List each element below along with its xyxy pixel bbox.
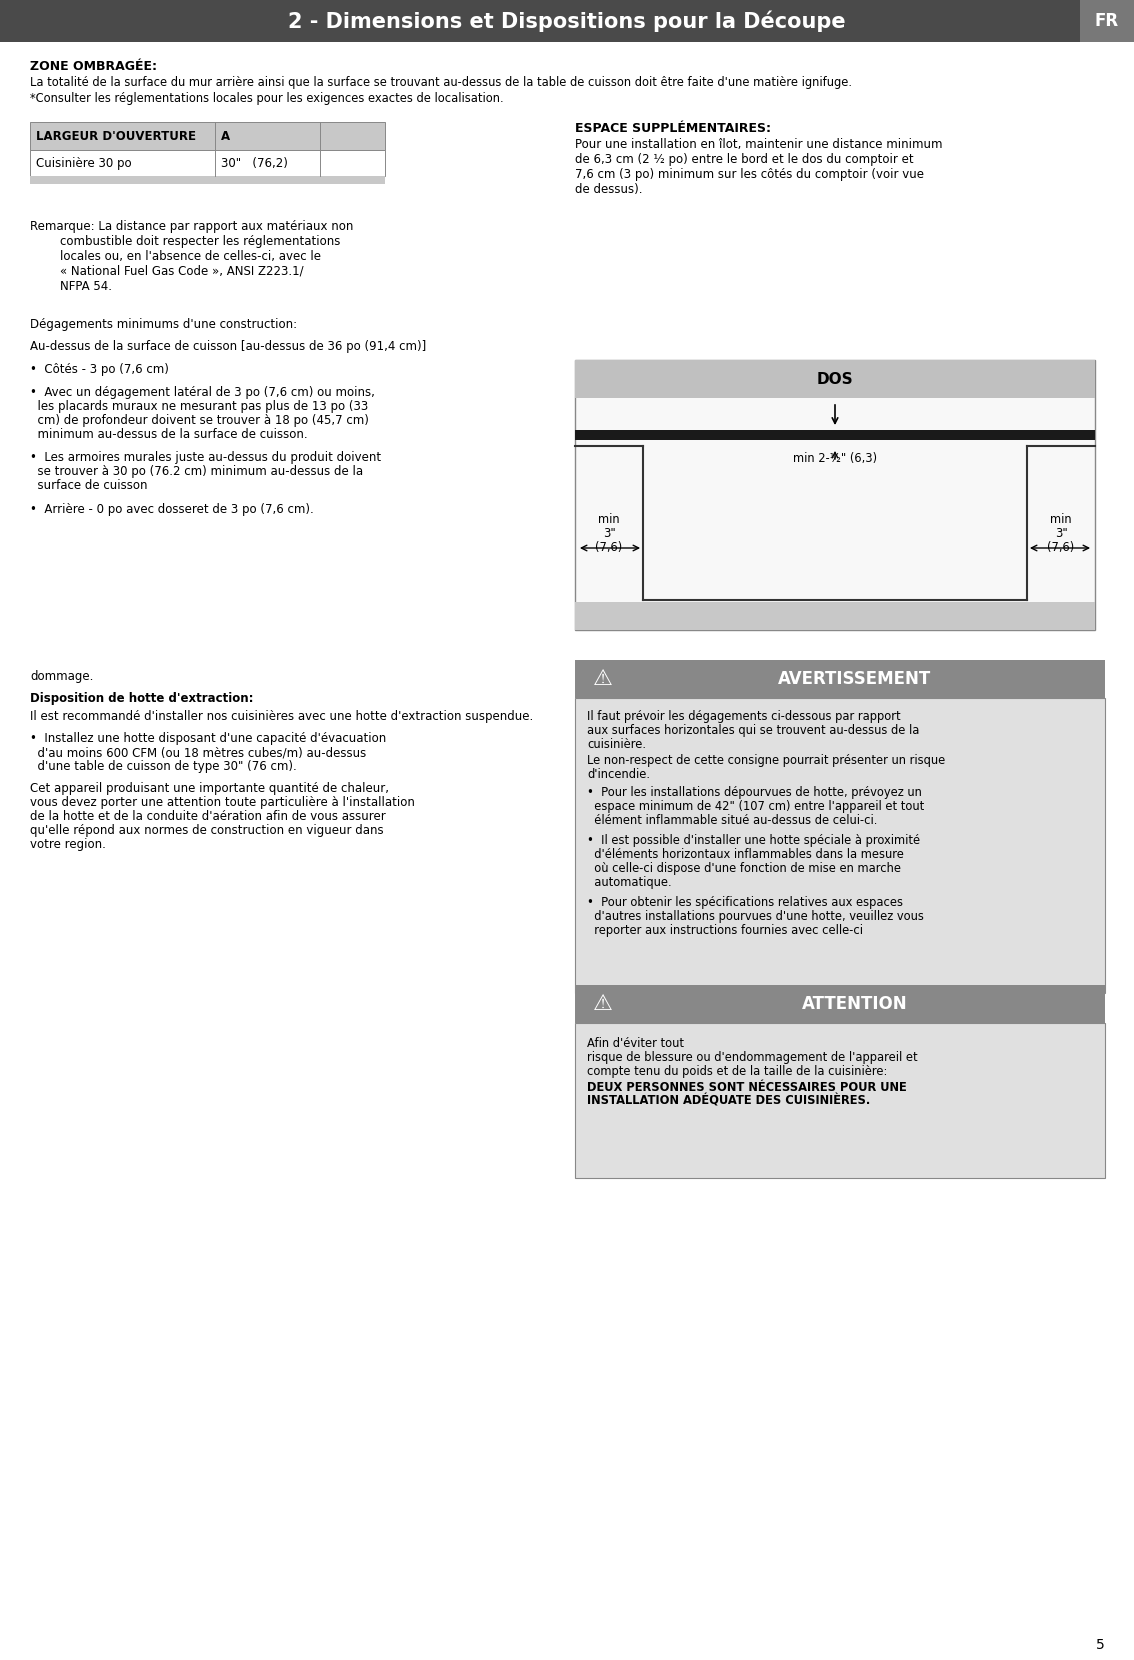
Text: se trouver à 30 po (76.2 cm) minimum au-dessus de la: se trouver à 30 po (76.2 cm) minimum au-…: [29, 465, 363, 478]
Text: FR: FR: [1095, 12, 1119, 30]
Text: min: min: [1050, 513, 1072, 526]
Text: votre region.: votre region.: [29, 838, 105, 852]
Text: Dégagements minimums d'une construction:: Dégagements minimums d'une construction:: [29, 319, 297, 330]
Text: Il faut prévoir les dégagements ci-dessous par rapport: Il faut prévoir les dégagements ci-desso…: [587, 710, 900, 724]
Text: d'autres installations pourvues d'une hotte, veuillez vous: d'autres installations pourvues d'une ho…: [587, 910, 924, 923]
Text: (7,6): (7,6): [1048, 541, 1075, 554]
Text: dommage.: dommage.: [29, 671, 93, 682]
Text: risque de blessure ou d'endommagement de l'appareil et: risque de blessure ou d'endommagement de…: [587, 1051, 917, 1064]
Text: ⚠: ⚠: [593, 669, 613, 689]
Text: compte tenu du poids et de la taille de la cuisinière:: compte tenu du poids et de la taille de …: [587, 1066, 888, 1077]
Text: DEUX PERSONNES SONT NÉCESSAIRES POUR UNE: DEUX PERSONNES SONT NÉCESSAIRES POUR UNE: [587, 1081, 907, 1094]
Text: A: A: [221, 129, 230, 143]
Text: cm) de profondeur doivent se trouver à 18 po (45,7 cm): cm) de profondeur doivent se trouver à 1…: [29, 413, 369, 427]
Text: ZONE OMBRAGÉE:: ZONE OMBRAGÉE:: [29, 60, 156, 73]
Text: surface de cuisson: surface de cuisson: [29, 480, 147, 491]
Text: « National Fuel Gas Code », ANSI Z223.1/: « National Fuel Gas Code », ANSI Z223.1/: [29, 266, 304, 277]
Text: •  Côtés - 3 po (7,6 cm): • Côtés - 3 po (7,6 cm): [29, 364, 169, 377]
Text: de la hotte et de la conduite d'aération afin de vous assurer: de la hotte et de la conduite d'aération…: [29, 810, 386, 823]
Text: 3": 3": [602, 526, 616, 540]
Text: d'éléments horizontaux inflammables dans la mesure: d'éléments horizontaux inflammables dans…: [587, 848, 904, 862]
Text: •  Installez une hotte disposant d'une capacité d'évacuation: • Installez une hotte disposant d'une ca…: [29, 732, 387, 745]
Text: min: min: [599, 513, 620, 526]
Text: Disposition de hotte d'extraction:: Disposition de hotte d'extraction:: [29, 692, 254, 705]
Text: automatique.: automatique.: [587, 876, 671, 890]
Text: élément inflammable situé au-dessus de celui-ci.: élément inflammable situé au-dessus de c…: [587, 813, 878, 827]
Text: Pour une installation en îlot, maintenir une distance minimum: Pour une installation en îlot, maintenir…: [575, 138, 942, 151]
Text: (7,6): (7,6): [595, 541, 623, 554]
Text: •  Pour obtenir les spécifications relatives aux espaces: • Pour obtenir les spécifications relati…: [587, 896, 903, 910]
Bar: [575, 360, 1095, 631]
Text: 3": 3": [1055, 526, 1067, 540]
Text: Au-dessus de la surface de cuisson [au-dessus de 36 po (91,4 cm)]: Au-dessus de la surface de cuisson [au-d…: [29, 340, 426, 354]
Text: min 2-½" (6,3): min 2-½" (6,3): [793, 452, 877, 465]
Text: les placards muraux ne mesurant pas plus de 13 po (33: les placards muraux ne mesurant pas plus…: [29, 400, 369, 413]
Text: aux surfaces horizontales qui se trouvent au-dessus de la: aux surfaces horizontales qui se trouven…: [587, 724, 920, 737]
Text: ESPACE SUPPLÉMENTAIRES:: ESPACE SUPPLÉMENTAIRES:: [575, 121, 771, 134]
Text: Remarque: La distance par rapport aux matériaux non: Remarque: La distance par rapport aux ma…: [29, 221, 354, 232]
Bar: [0, 0, 1134, 42]
Bar: [575, 603, 1095, 631]
Bar: [1080, 0, 1134, 42]
Bar: [575, 360, 1095, 398]
Text: INSTALLATION ADÉQUATE DES CUISINIÈRES.: INSTALLATION ADÉQUATE DES CUISINIÈRES.: [587, 1096, 870, 1107]
Text: qu'elle répond aux normes de construction en vigueur dans: qu'elle répond aux normes de constructio…: [29, 823, 383, 837]
Text: d'incendie.: d'incendie.: [587, 769, 650, 780]
Text: combustible doit respecter les réglementations: combustible doit respecter les réglement…: [29, 236, 340, 247]
Text: de dessus).: de dessus).: [575, 183, 643, 196]
Text: •  Pour les installations dépourvues de hotte, prévoyez un: • Pour les installations dépourvues de h…: [587, 785, 922, 798]
Text: *Consulter les réglementations locales pour les exigences exactes de localisatio: *Consulter les réglementations locales p…: [29, 91, 503, 105]
Text: NFPA 54.: NFPA 54.: [29, 281, 112, 294]
Bar: [29, 121, 386, 149]
Text: Afin d'éviter tout: Afin d'éviter tout: [587, 1038, 684, 1051]
Text: locales ou, en l'absence de celles-ci, avec le: locales ou, en l'absence de celles-ci, a…: [29, 251, 321, 262]
Text: ATTENTION: ATTENTION: [802, 994, 908, 1013]
Bar: [575, 984, 1105, 1023]
Text: Cet appareil produisant une importante quantité de chaleur,: Cet appareil produisant une importante q…: [29, 782, 389, 795]
Text: LARGEUR D'OUVERTURE: LARGEUR D'OUVERTURE: [36, 129, 196, 143]
Text: reporter aux instructions fournies avec celle-ci: reporter aux instructions fournies avec …: [587, 925, 863, 936]
Text: 7,6 cm (3 po) minimum sur les côtés du comptoir (voir vue: 7,6 cm (3 po) minimum sur les côtés du c…: [575, 168, 924, 181]
Text: Il est recommandé d'installer nos cuisinières avec une hotte d'extraction suspen: Il est recommandé d'installer nos cuisin…: [29, 710, 533, 724]
Text: •  Arrière - 0 po avec dosseret de 3 po (7,6 cm).: • Arrière - 0 po avec dosseret de 3 po (…: [29, 503, 314, 516]
Text: ⚠: ⚠: [593, 994, 613, 1014]
Bar: [575, 661, 1105, 697]
Text: Le non-respect de cette consigne pourrait présenter un risque: Le non-respect de cette consigne pourrai…: [587, 754, 946, 767]
Text: où celle-ci dispose d'une fonction de mise en marche: où celle-ci dispose d'une fonction de mi…: [587, 862, 902, 875]
Text: d'une table de cuisson de type 30" (76 cm).: d'une table de cuisson de type 30" (76 c…: [29, 760, 297, 774]
Text: 30"   (76,2): 30" (76,2): [221, 156, 288, 169]
Bar: [575, 1023, 1105, 1179]
Text: DOS: DOS: [816, 372, 853, 387]
Text: de 6,3 cm (2 ½ po) entre le bord et le dos du comptoir et: de 6,3 cm (2 ½ po) entre le bord et le d…: [575, 153, 914, 166]
Text: espace minimum de 42" (107 cm) entre l'appareil et tout: espace minimum de 42" (107 cm) entre l'a…: [587, 800, 924, 813]
Text: La totalité de la surface du mur arrière ainsi que la surface se trouvant au-des: La totalité de la surface du mur arrière…: [29, 76, 852, 90]
Text: 5: 5: [1095, 1638, 1105, 1652]
Text: minimum au-dessus de la surface de cuisson.: minimum au-dessus de la surface de cuiss…: [29, 428, 307, 442]
Bar: [29, 176, 386, 184]
Text: cuisinière.: cuisinière.: [587, 739, 646, 750]
Text: •  Il est possible d'installer une hotte spéciale à proximité: • Il est possible d'installer une hotte …: [587, 833, 920, 847]
Bar: [29, 149, 386, 176]
Text: d'au moins 600 CFM (ou 18 mètres cubes/m) au-dessus: d'au moins 600 CFM (ou 18 mètres cubes/m…: [29, 745, 366, 759]
Text: •  Les armoires murales juste au-dessus du produit doivent: • Les armoires murales juste au-dessus d…: [29, 452, 381, 465]
Text: AVERTISSEMENT: AVERTISSEMENT: [778, 671, 932, 687]
Text: vous devez porter une attention toute particulière à l'installation: vous devez porter une attention toute pa…: [29, 797, 415, 808]
Bar: [575, 697, 1105, 993]
Text: •  Avec un dégagement latéral de 3 po (7,6 cm) ou moins,: • Avec un dégagement latéral de 3 po (7,…: [29, 387, 375, 398]
Text: Cuisinière 30 po: Cuisinière 30 po: [36, 156, 132, 169]
Text: 2 - Dimensions et Dispositions pour la Découpe: 2 - Dimensions et Dispositions pour la D…: [288, 10, 846, 32]
Bar: [575, 430, 1095, 440]
